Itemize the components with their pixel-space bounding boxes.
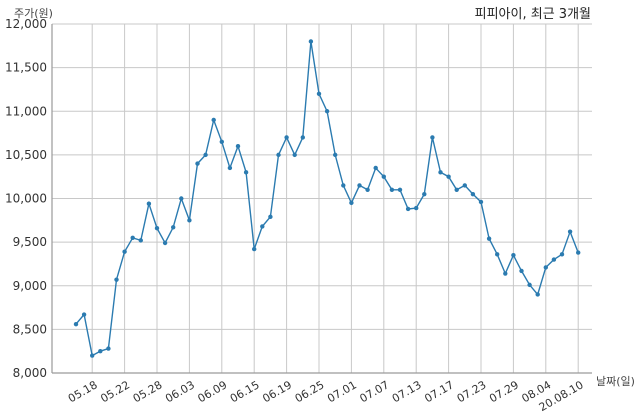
x-axis-label: 날짜(일)	[596, 374, 635, 388]
y-tick-label: 9,500	[13, 235, 47, 249]
data-point	[162, 240, 168, 246]
data-point	[519, 268, 524, 274]
x-tick-label: 06.15	[228, 378, 262, 405]
data-point	[559, 252, 565, 257]
data-point	[98, 348, 103, 354]
data-point	[511, 253, 516, 258]
series-price	[73, 39, 581, 358]
data-point	[187, 218, 192, 223]
data-point	[446, 174, 451, 179]
data-point	[470, 191, 476, 197]
data-point	[422, 191, 427, 197]
data-point	[195, 161, 200, 166]
data-point	[397, 187, 403, 192]
data-point	[73, 321, 79, 327]
y-tick-label: 8,000	[13, 366, 47, 380]
data-point	[292, 152, 297, 158]
data-point	[527, 282, 532, 288]
data-point	[503, 271, 508, 276]
axes	[51, 24, 592, 374]
data-point	[333, 152, 338, 158]
data-point	[211, 117, 216, 123]
data-point	[478, 199, 484, 205]
data-point	[227, 165, 233, 171]
data-point	[284, 135, 289, 140]
y-tick-label: 9,000	[13, 279, 47, 293]
x-tick-label: 07.23	[455, 378, 489, 405]
data-point	[462, 183, 467, 188]
data-point	[454, 187, 459, 192]
data-point	[543, 265, 548, 270]
data-point	[122, 249, 127, 254]
grid-lines	[52, 23, 592, 374]
data-point	[535, 292, 540, 297]
data-point	[276, 152, 281, 158]
data-point	[357, 183, 362, 188]
x-tick-labels: 05.1805.2205.2806.0306.0906.1506.1906.25…	[66, 378, 586, 414]
data-point	[576, 250, 581, 255]
data-point	[430, 135, 435, 140]
x-tick-label: 07.13	[390, 378, 424, 405]
data-point	[349, 200, 354, 206]
data-point	[308, 39, 314, 44]
data-point	[486, 236, 492, 241]
x-tick-label: 07.29	[487, 378, 521, 405]
data-point	[219, 139, 224, 144]
x-tick-label: 05.18	[66, 378, 100, 405]
data-point	[316, 91, 322, 97]
data-point	[203, 152, 208, 158]
x-tick-label: 05.22	[98, 378, 132, 405]
data-point	[90, 353, 95, 358]
x-tick-label: 06.25	[293, 378, 327, 405]
chart-title: 피피아이, 최근 3개월	[475, 7, 591, 22]
x-tick-label: 05.28	[131, 378, 165, 405]
data-point	[405, 206, 411, 212]
x-tick-label: 06.03	[163, 378, 197, 405]
data-point	[106, 346, 111, 351]
y-tick-label: 11,000	[5, 104, 47, 118]
y-tick-label: 10,000	[5, 192, 47, 206]
data-point	[268, 214, 273, 220]
data-point	[495, 252, 500, 257]
data-point	[381, 174, 386, 179]
data-point	[81, 312, 87, 317]
data-point	[243, 170, 249, 175]
data-point	[324, 109, 330, 114]
data-point	[567, 229, 573, 234]
data-point	[138, 238, 143, 243]
data-point	[114, 277, 119, 282]
data-point	[146, 201, 152, 206]
x-tick-label: 07.17	[422, 378, 456, 405]
y-tick-label: 12,000	[5, 17, 47, 31]
data-point	[551, 257, 557, 262]
y-tick-labels: 8,000 8,500 9,000 9,500 10,000 10,500 11,000 11…	[5, 17, 47, 380]
data-point	[389, 187, 395, 192]
data-point	[260, 224, 265, 229]
y-tick-label: 11,500	[5, 61, 47, 75]
data-point	[365, 187, 370, 192]
y-tick-label: 8,500	[13, 322, 47, 336]
x-tick-label: 06.19	[260, 378, 294, 405]
data-point	[341, 183, 346, 188]
data-point	[235, 143, 241, 149]
data-point	[373, 165, 378, 171]
data-point	[154, 225, 160, 231]
data-point	[300, 135, 305, 140]
data-point	[438, 170, 443, 175]
data-point	[130, 235, 135, 240]
data-point	[414, 205, 419, 211]
data-point	[179, 196, 184, 201]
data-point	[252, 246, 257, 252]
y-axis-label: 주가(원)	[14, 7, 53, 20]
y-tick-label: 10,500	[5, 148, 47, 162]
x-tick-label: 07.07	[358, 378, 392, 405]
data-point	[171, 225, 176, 230]
x-tick-label: 06.09	[196, 378, 230, 405]
x-tick-label: 07.01	[325, 378, 359, 405]
